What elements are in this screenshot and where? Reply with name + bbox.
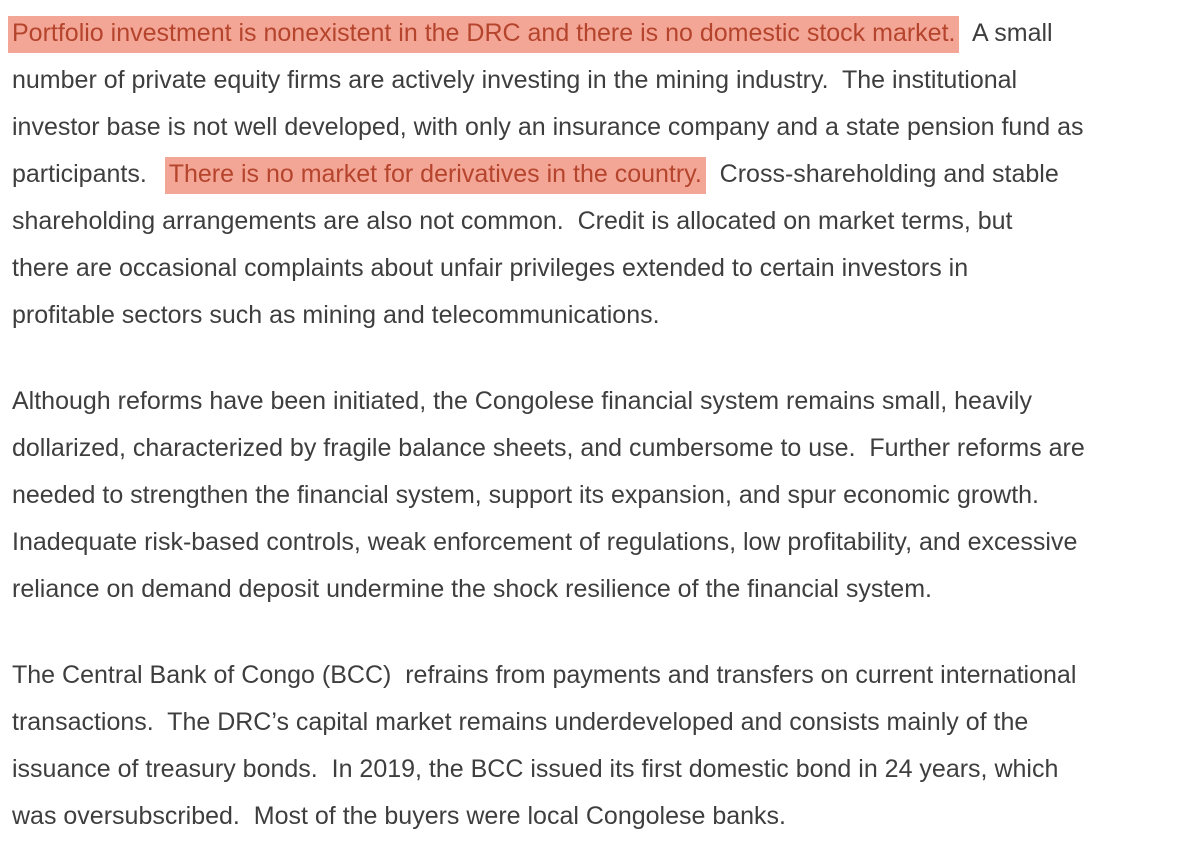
- highlighted-text: Portfolio investment is nonexistent in t…: [8, 16, 960, 53]
- text-line: participants. There is no market for der…: [12, 151, 1192, 198]
- text-fragment: Cross-shareholding and stable: [705, 160, 1059, 188]
- text-line: shareholding arrangements are also not c…: [12, 207, 1013, 235]
- paragraph-portfolio-investment: Portfolio investment is nonexistent in t…: [8, 10, 1192, 339]
- text-line: transactions. The DRC’s capital market r…: [12, 708, 1029, 736]
- text-line: needed to strengthen the financial syste…: [12, 481, 1039, 509]
- text-line: dollarized, characterized by fragile bal…: [12, 434, 1085, 462]
- text-fragment: A small: [959, 19, 1053, 47]
- text-line: investor base is not well developed, wit…: [12, 113, 1084, 141]
- paragraph-spacer: [12, 339, 1192, 378]
- text-line: Inadequate risk-based controls, weak enf…: [12, 528, 1078, 556]
- text-line: there are occasional complaints about un…: [12, 254, 969, 282]
- paragraph-financial-reforms: Although reforms have been initiated, th…: [12, 378, 1192, 613]
- highlighted-text: There is no market for derivatives in th…: [164, 157, 706, 194]
- document-body: Portfolio investment is nonexistent in t…: [8, 0, 1192, 840]
- text-line: Portfolio investment is nonexistent in t…: [8, 10, 1192, 57]
- paragraph-central-bank: The Central Bank of Congo (BCC) refrains…: [12, 652, 1192, 840]
- text-line: Although reforms have been initiated, th…: [12, 387, 1032, 415]
- paragraph-spacer: [12, 613, 1192, 652]
- text-line: reliance on demand deposit undermine the…: [12, 575, 932, 603]
- text-line: issuance of treasury bonds. In 2019, the…: [12, 755, 1059, 783]
- text-line: profitable sectors such as mining and te…: [12, 301, 660, 329]
- text-line: number of private equity firms are activ…: [12, 66, 1018, 94]
- text-line: The Central Bank of Congo (BCC) refrains…: [12, 661, 1077, 689]
- text-fragment: participants.: [12, 160, 161, 188]
- text-line: was oversubscribed. Most of the buyers w…: [12, 802, 786, 830]
